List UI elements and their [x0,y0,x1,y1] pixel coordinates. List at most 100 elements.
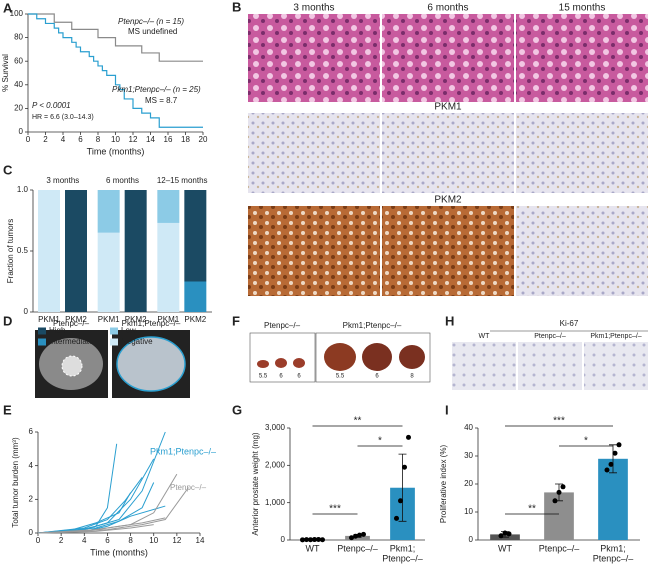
legend-entry: High [49,326,65,335]
legend-entry: Ptenpc–/– (n = 15) [118,17,184,26]
panel-label: A [3,0,13,15]
data-point [308,537,313,543]
caption: Ptenpc–/– [53,319,90,328]
micrograph [516,206,648,296]
caption: Ptenpc–/– [534,333,566,340]
micrograph [248,206,380,296]
caption: WT [479,333,491,340]
micrograph [516,14,648,102]
bar-segment [184,281,207,312]
significance-label: ** [528,504,536,515]
data-point [361,531,366,537]
x-tick-label: PKM1 [98,315,120,324]
tumor-trace [37,443,118,534]
x-tick-label: 10 [149,536,158,545]
y-tick-label: 2 [29,494,34,503]
y-tick-label: 0.5 [17,246,29,255]
y-axis-label: Proliferative index (%) [439,445,448,524]
x-tick-label: 6 [105,536,110,545]
panel-label: I [445,402,449,417]
y-tick-label: 0 [19,127,24,136]
data-point [612,450,618,456]
bar-segment [157,190,180,223]
annotation: HR = 6.6 (3.0–14.3) [32,114,94,121]
panel-label: E [3,402,12,417]
y-axis-label: Anterior prostate weight (mg) [251,432,260,535]
y-tick-label: 1,000 [265,498,286,507]
chart: G 0 1,000 2,000 3,000 Anterior prostate weigh… [232,402,425,563]
data-point [402,464,407,470]
x-tick-label: 18 [181,135,190,144]
x-tick-label: 8 [128,536,133,545]
x-tick-label: Ptenpc–/– [539,543,580,553]
caption: Ptenpc–/– [264,321,301,330]
x-tick-label: 4 [61,135,66,144]
x-tick-label: 16 [164,135,173,144]
size-label: 8 [410,374,414,380]
x-tick-label: 8 [96,135,101,144]
data-point [502,530,508,536]
x-tick-label: 14 [196,536,205,545]
stain-label: Ki-67 [560,319,579,328]
image-panels [35,14,648,398]
column-header: 15 months [559,3,606,14]
annotation: P < 0.0001 [32,101,71,110]
data-point [300,537,305,543]
x-tick-label: PKM1 [157,315,179,324]
significance-label: *** [553,416,565,427]
y-tick-label: 1.0 [17,185,29,194]
y-tick-label: 80 [14,33,23,42]
bar-segment [124,190,147,312]
x-axis-label: Time (months) [87,146,145,156]
error-bar [398,453,407,522]
x-tick-label: 4 [82,536,87,545]
annotation: Pkm1;Ptenpc–/– [150,446,216,456]
legend-entry: Intermediate [49,337,94,346]
row-label: PKM2 [434,195,462,206]
legend-swatch [38,327,46,335]
x-tick-label: 6 [78,135,83,144]
x-tick-label: WT [498,543,512,553]
bar [345,535,370,540]
data-point [608,461,614,467]
legend-entry: Pkm1;Ptenpc–/– (n = 25) [112,85,201,94]
y-tick-label: 6 [29,427,34,436]
x-tick-label: Ptenpc–/– [337,543,378,553]
data-point [406,434,411,440]
micrograph [382,14,514,102]
bar-segment [65,190,87,312]
survival-curve [28,13,203,128]
data-point [320,537,325,543]
specimen [399,345,425,369]
y-tick-label: 100 [10,9,24,18]
legend-swatch [38,338,46,346]
bar-segment [38,190,60,312]
x-tick-label: PKM2 [65,315,87,324]
y-tick-label: 4 [29,461,34,470]
size-label: 6 [279,374,283,380]
bar-segment [97,232,120,312]
annotation: MS undefined [128,27,177,36]
data-point [312,537,317,543]
legend-entry: Low [121,326,136,335]
size-label: 6 [375,374,379,380]
x-tick-label: Pkm1; [390,543,416,553]
data-point [394,515,399,521]
chart: A 0 20 40 60 80 100 % Survival 0 2 4 6 8 10 12 14 16 18 20… [1,0,208,156]
mri-image [61,355,83,377]
micrograph [584,342,648,390]
y-tick-label: 10 [464,507,473,516]
legend-swatch [110,338,118,346]
y-tick-label: 20 [14,104,23,113]
size-label: 5.5 [336,374,345,380]
caption: Pkm1;Ptenpc–/– [343,321,402,330]
y-tick-label: 0 [281,535,286,544]
micrograph [248,14,380,102]
x-tick-label: 14 [146,135,155,144]
data-point [304,537,309,543]
significance-label: ** [354,416,362,427]
chart: E 0 2 4 6 Total tumor burden (mm³) 0 2 4 6 8 10 12 14… [3,402,216,557]
significance-label: * [584,436,588,447]
x-tick-label: 2 [43,135,48,144]
